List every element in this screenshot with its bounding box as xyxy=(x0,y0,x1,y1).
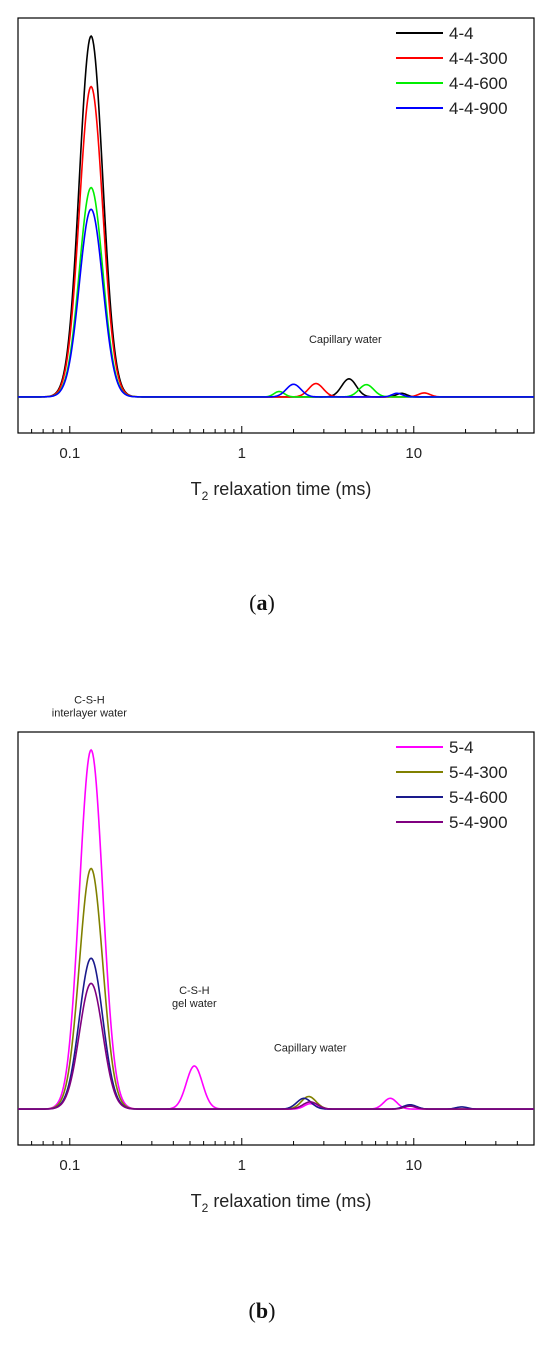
legend-label: 5-4 xyxy=(449,738,474,757)
x-axis-label: T2 relaxation time (ms) xyxy=(191,1191,372,1215)
legend: 5-4 5-4-300 5-4-600 5-4-900 xyxy=(396,738,508,832)
legend-label: 4-4 xyxy=(449,24,474,43)
annotation-label: Capillary water xyxy=(274,1043,347,1055)
x-tick-label: 1 xyxy=(238,1157,246,1174)
x-axis-ticks xyxy=(17,1138,535,1145)
x-tick-label: 1 xyxy=(238,445,246,462)
legend-label: 5-4-300 xyxy=(449,763,508,782)
annotation-label: Capillary water xyxy=(309,334,382,346)
series-line-5-4-900 xyxy=(18,982,534,1110)
chart-panel-b: 0.1 1 10 T2 relaxation time (ms) C-S-H interl… xyxy=(17,694,535,1323)
series-lines xyxy=(18,748,534,1110)
x-axis-ticks xyxy=(17,426,535,433)
legend-label: 5-4-900 xyxy=(449,813,508,832)
legend-label: 5-4-600 xyxy=(449,788,508,807)
x-tick-label: 10 xyxy=(405,445,422,462)
x-axis-label: T2 relaxation time (ms) xyxy=(191,479,372,503)
series-line-4-4-300 xyxy=(18,85,534,398)
legend-label: 4-4-300 xyxy=(449,49,508,68)
annotation-label: C-S-H interlayer water xyxy=(52,694,128,719)
panel-caption: (a) xyxy=(249,590,275,615)
series-line-4-4-900 xyxy=(18,208,534,398)
annotation-label: C-S-H gel water xyxy=(172,985,217,1010)
x-tick-label: 0.1 xyxy=(59,1157,80,1174)
series-lines xyxy=(18,34,534,398)
series-line-5-4-300 xyxy=(18,867,534,1110)
legend-label: 4-4-900 xyxy=(449,99,508,118)
series-line-5-4-600 xyxy=(18,957,534,1110)
legend: 4-4 4-4-300 4-4-600 4-4-900 xyxy=(396,24,508,118)
legend-label: 4-4-600 xyxy=(449,74,508,93)
plot-frame xyxy=(17,731,535,1146)
panel-caption: (b) xyxy=(249,1298,276,1323)
x-tick-label: 0.1 xyxy=(59,445,80,462)
plot-frame xyxy=(17,17,535,434)
x-tick-label: 10 xyxy=(405,1157,422,1174)
